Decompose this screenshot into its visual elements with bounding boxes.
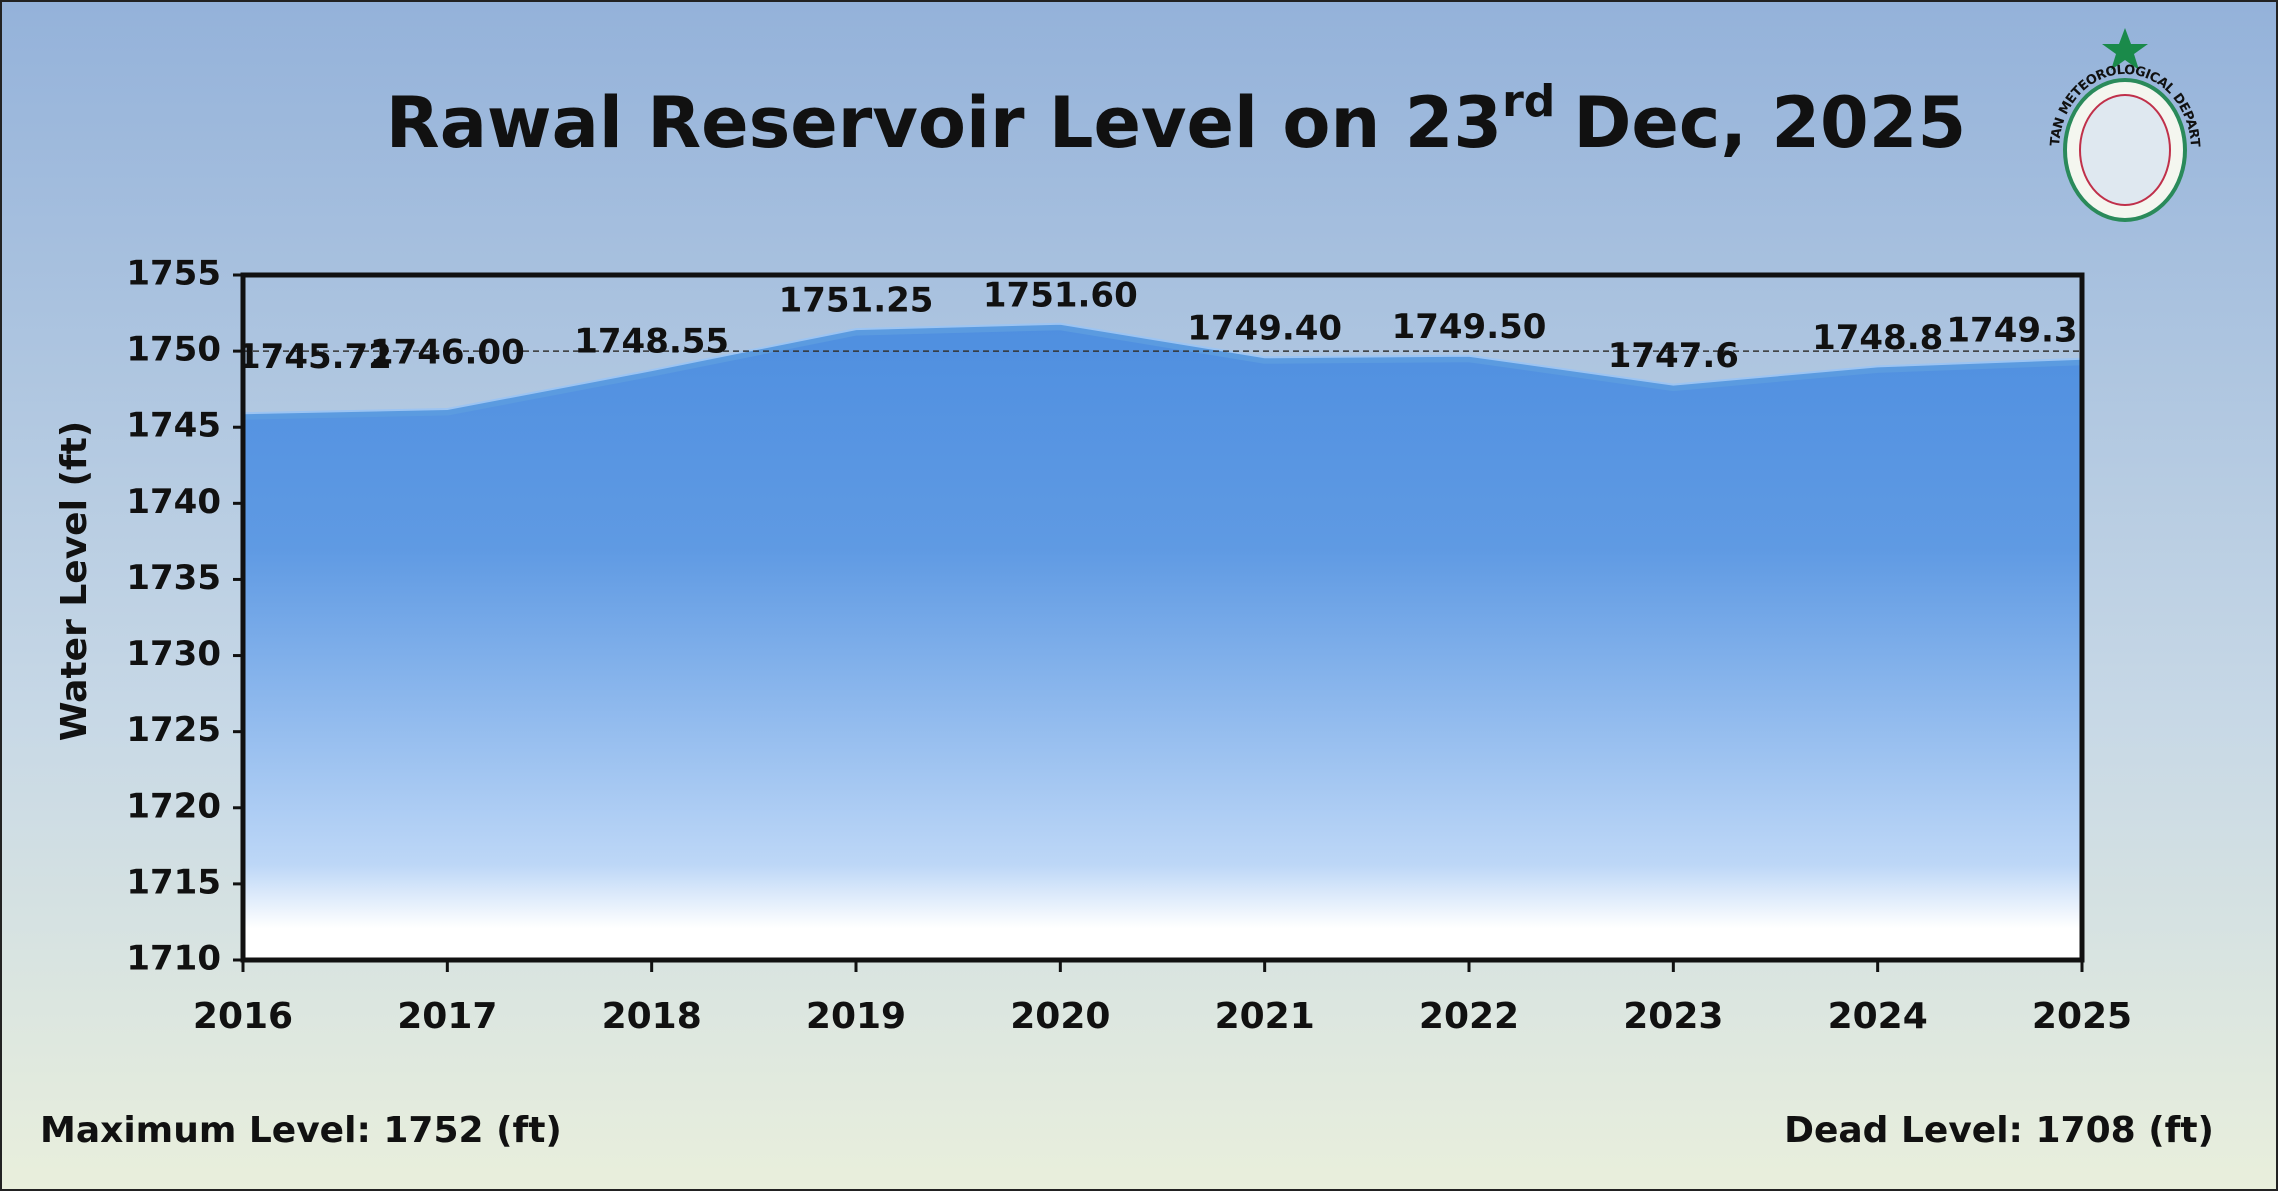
x-tick-label: 2016 xyxy=(193,996,293,1037)
data-label: 1749.50 xyxy=(1392,307,1547,347)
x-tick-label: 2022 xyxy=(1419,996,1519,1037)
plot-frame xyxy=(240,272,2085,963)
x-tick-label: 2024 xyxy=(1828,996,1928,1037)
data-label: 1749.40 xyxy=(1187,309,1342,349)
x-tick-label: 2019 xyxy=(806,996,906,1037)
data-label: 1748.8 xyxy=(1812,318,1943,358)
y-tick-label: 1725 xyxy=(126,710,221,750)
y-axis-label: Water Level (ft) xyxy=(54,421,95,742)
data-label: 1749.3 xyxy=(1946,310,2077,350)
y-tick-label: 1755 xyxy=(126,254,221,294)
x-tick-label: 2023 xyxy=(1623,996,1723,1037)
y-tick-label: 1730 xyxy=(126,634,221,674)
x-tick-label: 2025 xyxy=(2032,996,2132,1037)
y-tick-label: 1745 xyxy=(126,406,221,446)
y-tick-label: 1720 xyxy=(126,786,221,826)
data-label: 1745.72 xyxy=(237,337,392,377)
y-tick-label: 1750 xyxy=(126,330,221,370)
x-tick-label: 2018 xyxy=(602,996,702,1037)
x-tick-label: 2017 xyxy=(397,996,497,1037)
line xyxy=(242,323,2083,420)
footer-left: Maximum Level: 1752 (ft) xyxy=(40,1110,562,1151)
y-tick-label: 1740 xyxy=(126,482,221,522)
y-tick-label: 1710 xyxy=(126,939,221,979)
title-superscript: rd xyxy=(1502,76,1555,127)
data-label: 1748.55 xyxy=(574,322,729,362)
chart-title: Rawal Reservoir Level on 23rd Dec, 2025 xyxy=(386,76,1966,164)
logo-inner xyxy=(2079,94,2171,206)
title-main: Rawal Reservoir Level on 23 xyxy=(386,82,1502,164)
line-highlight xyxy=(242,322,2083,415)
title-rest: Dec, 2025 xyxy=(1573,82,1966,164)
footer-right: Dead Level: 1708 (ft) xyxy=(1784,1110,2214,1151)
data-label: 1751.25 xyxy=(779,281,934,321)
x-tick-label: 2021 xyxy=(1215,996,1315,1037)
data-label: 1746.00 xyxy=(370,333,525,373)
y-tick-label: 1715 xyxy=(126,862,221,902)
data-label: 1747.6 xyxy=(1608,336,1739,376)
logo-star xyxy=(2102,28,2148,70)
data-label: 1751.60 xyxy=(983,275,1138,315)
area xyxy=(243,326,2082,960)
y-tick-label: 1735 xyxy=(126,558,221,598)
x-tick-label: 2020 xyxy=(1010,996,1110,1037)
